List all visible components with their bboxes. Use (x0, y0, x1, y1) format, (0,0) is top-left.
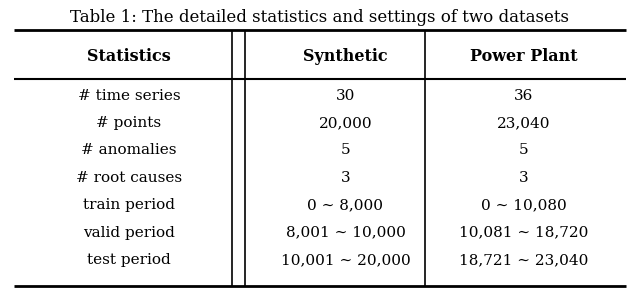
Text: Synthetic: Synthetic (303, 48, 388, 65)
Text: 5: 5 (519, 143, 529, 157)
Text: 36: 36 (514, 89, 534, 103)
Text: # points: # points (96, 116, 161, 130)
Text: # root causes: # root causes (76, 171, 182, 185)
Text: # anomalies: # anomalies (81, 143, 177, 157)
Text: 18,721 ∼ 23,040: 18,721 ∼ 23,040 (460, 253, 589, 267)
Text: test period: test period (87, 253, 171, 267)
Text: 0 ∼ 10,080: 0 ∼ 10,080 (481, 198, 567, 212)
Text: Statistics: Statistics (87, 48, 171, 65)
Text: 30: 30 (336, 89, 355, 103)
Text: 0 ∼ 8,000: 0 ∼ 8,000 (307, 198, 383, 212)
Text: 20,000: 20,000 (319, 116, 372, 130)
Text: 10,001 ∼ 20,000: 10,001 ∼ 20,000 (280, 253, 410, 267)
Text: # time series: # time series (77, 89, 180, 103)
Text: 23,040: 23,040 (497, 116, 550, 130)
Text: 10,081 ∼ 18,720: 10,081 ∼ 18,720 (460, 226, 589, 239)
Text: 3: 3 (340, 171, 350, 185)
Text: Table 1: The detailed statistics and settings of two datasets: Table 1: The detailed statistics and set… (70, 9, 570, 26)
Text: 8,001 ∼ 10,000: 8,001 ∼ 10,000 (285, 226, 405, 239)
Text: Power Plant: Power Plant (470, 48, 578, 65)
Text: valid period: valid period (83, 226, 175, 239)
Text: 3: 3 (519, 171, 529, 185)
Text: train period: train period (83, 198, 175, 212)
Text: 5: 5 (340, 143, 350, 157)
